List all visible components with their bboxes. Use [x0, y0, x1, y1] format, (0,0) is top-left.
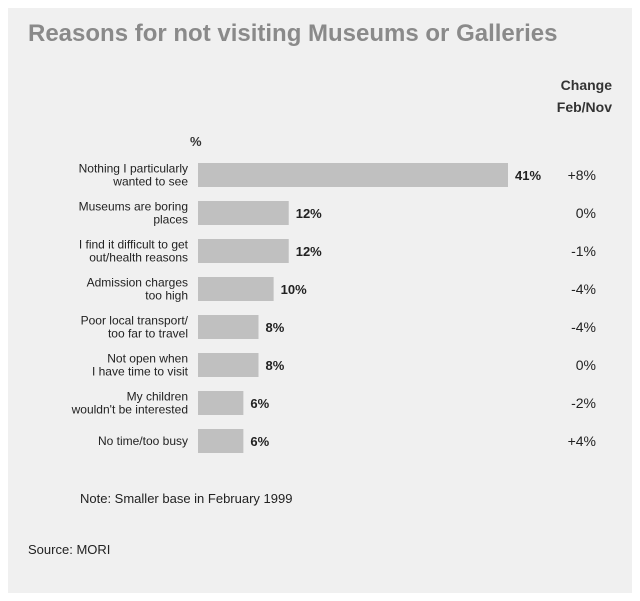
- bar-8: [198, 429, 244, 453]
- bar-3: [198, 239, 289, 263]
- category-label-3-line-2: out/health reasons: [89, 251, 188, 265]
- category-label-5-line-1: Poor local transport/: [81, 314, 189, 328]
- footnote: Note: Smaller base in February 1999: [80, 491, 293, 506]
- source-line: Source: MORI: [28, 542, 110, 557]
- category-label-8-line-1: No time/too busy: [98, 434, 188, 448]
- data-label-7: 6%: [250, 396, 269, 411]
- change-header-line2: Feb/Nov: [556, 99, 612, 115]
- category-label-4-line-1: Admission charges: [87, 276, 188, 290]
- data-label-5: 8%: [265, 320, 284, 335]
- change-value-5: -4%: [571, 319, 596, 335]
- source-value: MORI: [76, 542, 111, 557]
- data-label-2: 12%: [296, 206, 322, 221]
- category-label-5-line-2: too far to travel: [108, 327, 188, 341]
- data-label-8: 6%: [250, 434, 269, 449]
- source-label: Source:: [28, 542, 73, 557]
- data-label-4: 10%: [281, 282, 307, 297]
- category-label-2-line-1: Museums are boring: [79, 200, 188, 214]
- category-label-3-line-1: I find it difficult to get: [79, 238, 189, 252]
- category-label-1-line-2: wanted to see: [112, 175, 188, 189]
- unit-label: %: [190, 134, 202, 149]
- bar-2: [198, 201, 289, 225]
- change-value-8: +4%: [568, 433, 596, 449]
- bar-4: [198, 277, 274, 301]
- category-label-7-line-1: My children: [127, 390, 188, 404]
- data-label-3: 12%: [296, 244, 322, 259]
- bar-7: [198, 391, 244, 415]
- change-value-1: +8%: [568, 167, 596, 183]
- bar-1: [198, 163, 508, 187]
- change-column-header: Change Feb/Nov: [557, 74, 612, 118]
- category-label-7-line-2: wouldn't be interested: [71, 403, 188, 417]
- chart-panel: [8, 8, 632, 593]
- change-value-3: -1%: [571, 243, 596, 259]
- bar-6: [198, 353, 259, 377]
- category-label-1-line-1: Nothing I particularly: [79, 162, 188, 176]
- category-label-6-line-2: I have time to visit: [92, 365, 189, 379]
- change-value-2: 0%: [576, 205, 596, 221]
- category-label-2-line-2: places: [153, 213, 188, 227]
- chart-title: Reasons for not visiting Museums or Gall…: [28, 20, 558, 47]
- change-header-line1: Change: [560, 77, 612, 93]
- change-value-6: 0%: [576, 357, 596, 373]
- category-label-6-line-1: Not open when: [107, 352, 188, 366]
- change-value-4: -4%: [571, 281, 596, 297]
- bar-5: [198, 315, 259, 339]
- data-label-1: 41%: [515, 168, 541, 183]
- data-label-6: 8%: [265, 358, 284, 373]
- change-value-7: -2%: [571, 395, 596, 411]
- category-label-4-line-2: too high: [145, 289, 188, 303]
